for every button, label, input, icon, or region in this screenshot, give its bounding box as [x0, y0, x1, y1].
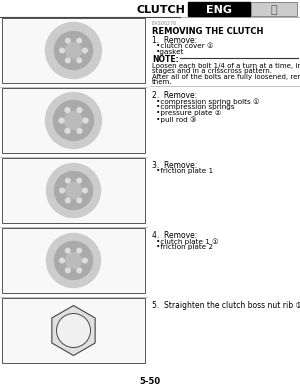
Circle shape [77, 198, 82, 203]
Text: EAS00276: EAS00276 [152, 21, 177, 26]
Circle shape [55, 241, 92, 279]
Circle shape [65, 268, 70, 273]
Bar [2, 158, 145, 223]
Circle shape [82, 258, 87, 263]
Circle shape [77, 58, 82, 62]
Circle shape [55, 171, 92, 210]
Text: •compression spring bolts ①: •compression spring bolts ① [156, 98, 260, 104]
Text: ⛯: ⛯ [271, 5, 277, 15]
Circle shape [65, 198, 70, 203]
Text: CLUTCH: CLUTCH [136, 5, 185, 15]
Text: •clutch cover ①: •clutch cover ① [156, 43, 214, 49]
Circle shape [60, 188, 64, 193]
Text: •pull rod ③: •pull rod ③ [156, 116, 196, 123]
Bar [2, 18, 145, 83]
Circle shape [77, 268, 82, 273]
Circle shape [46, 92, 101, 149]
Circle shape [82, 48, 87, 53]
Bar [251, 2, 297, 16]
Circle shape [65, 178, 70, 183]
Circle shape [77, 38, 82, 43]
Text: ENG: ENG [206, 5, 232, 15]
Text: •clutch plate 1 ①: •clutch plate 1 ① [156, 238, 219, 244]
Circle shape [56, 314, 91, 348]
Circle shape [65, 253, 82, 268]
Circle shape [82, 188, 87, 193]
Circle shape [65, 43, 82, 59]
Polygon shape [52, 305, 95, 355]
Circle shape [55, 31, 92, 69]
Circle shape [46, 163, 100, 218]
Text: •friction plate 1: •friction plate 1 [156, 168, 213, 174]
Text: 1.  Remove:: 1. Remove: [152, 36, 197, 45]
Circle shape [60, 48, 64, 53]
Bar [2, 228, 145, 293]
Bar [2, 88, 145, 153]
Bar [188, 2, 250, 16]
Circle shape [64, 111, 82, 130]
Circle shape [77, 108, 82, 113]
Text: them.: them. [152, 80, 172, 85]
Circle shape [46, 234, 100, 288]
Text: 4.  Remove:: 4. Remove: [152, 231, 197, 240]
Circle shape [65, 38, 70, 43]
Bar [2, 298, 145, 363]
Text: After all of the bolts are fully loosened, remove: After all of the bolts are fully loosene… [152, 74, 300, 80]
Text: 5.  Straighten the clutch boss nut rib ①.: 5. Straighten the clutch boss nut rib ①. [152, 301, 300, 310]
Text: Loosen each bolt 1/4 of a turn at a time, in: Loosen each bolt 1/4 of a turn at a time… [152, 63, 300, 69]
Circle shape [65, 248, 70, 253]
Text: •compression springs: •compression springs [156, 104, 235, 110]
Text: 3.  Remove:: 3. Remove: [152, 161, 197, 170]
Circle shape [65, 58, 70, 62]
Circle shape [77, 178, 82, 183]
Circle shape [83, 118, 88, 123]
Circle shape [46, 23, 101, 78]
Circle shape [65, 108, 70, 113]
Circle shape [65, 128, 70, 133]
Circle shape [60, 258, 64, 263]
Text: •pressure plate ②: •pressure plate ② [156, 110, 221, 116]
Text: NOTE:: NOTE: [152, 55, 179, 64]
Circle shape [59, 118, 64, 123]
Text: 2.  Remove:: 2. Remove: [152, 91, 197, 100]
Text: REMOVING THE CLUTCH: REMOVING THE CLUTCH [152, 27, 263, 36]
Circle shape [65, 182, 82, 199]
Circle shape [77, 248, 82, 253]
Text: 5-50: 5-50 [140, 378, 160, 386]
Circle shape [77, 128, 82, 133]
Text: stages and in a crisscross pattern.: stages and in a crisscross pattern. [152, 69, 272, 74]
Text: •friction plate 2: •friction plate 2 [156, 244, 213, 250]
Text: •gasket: •gasket [156, 49, 184, 55]
Circle shape [53, 100, 94, 140]
